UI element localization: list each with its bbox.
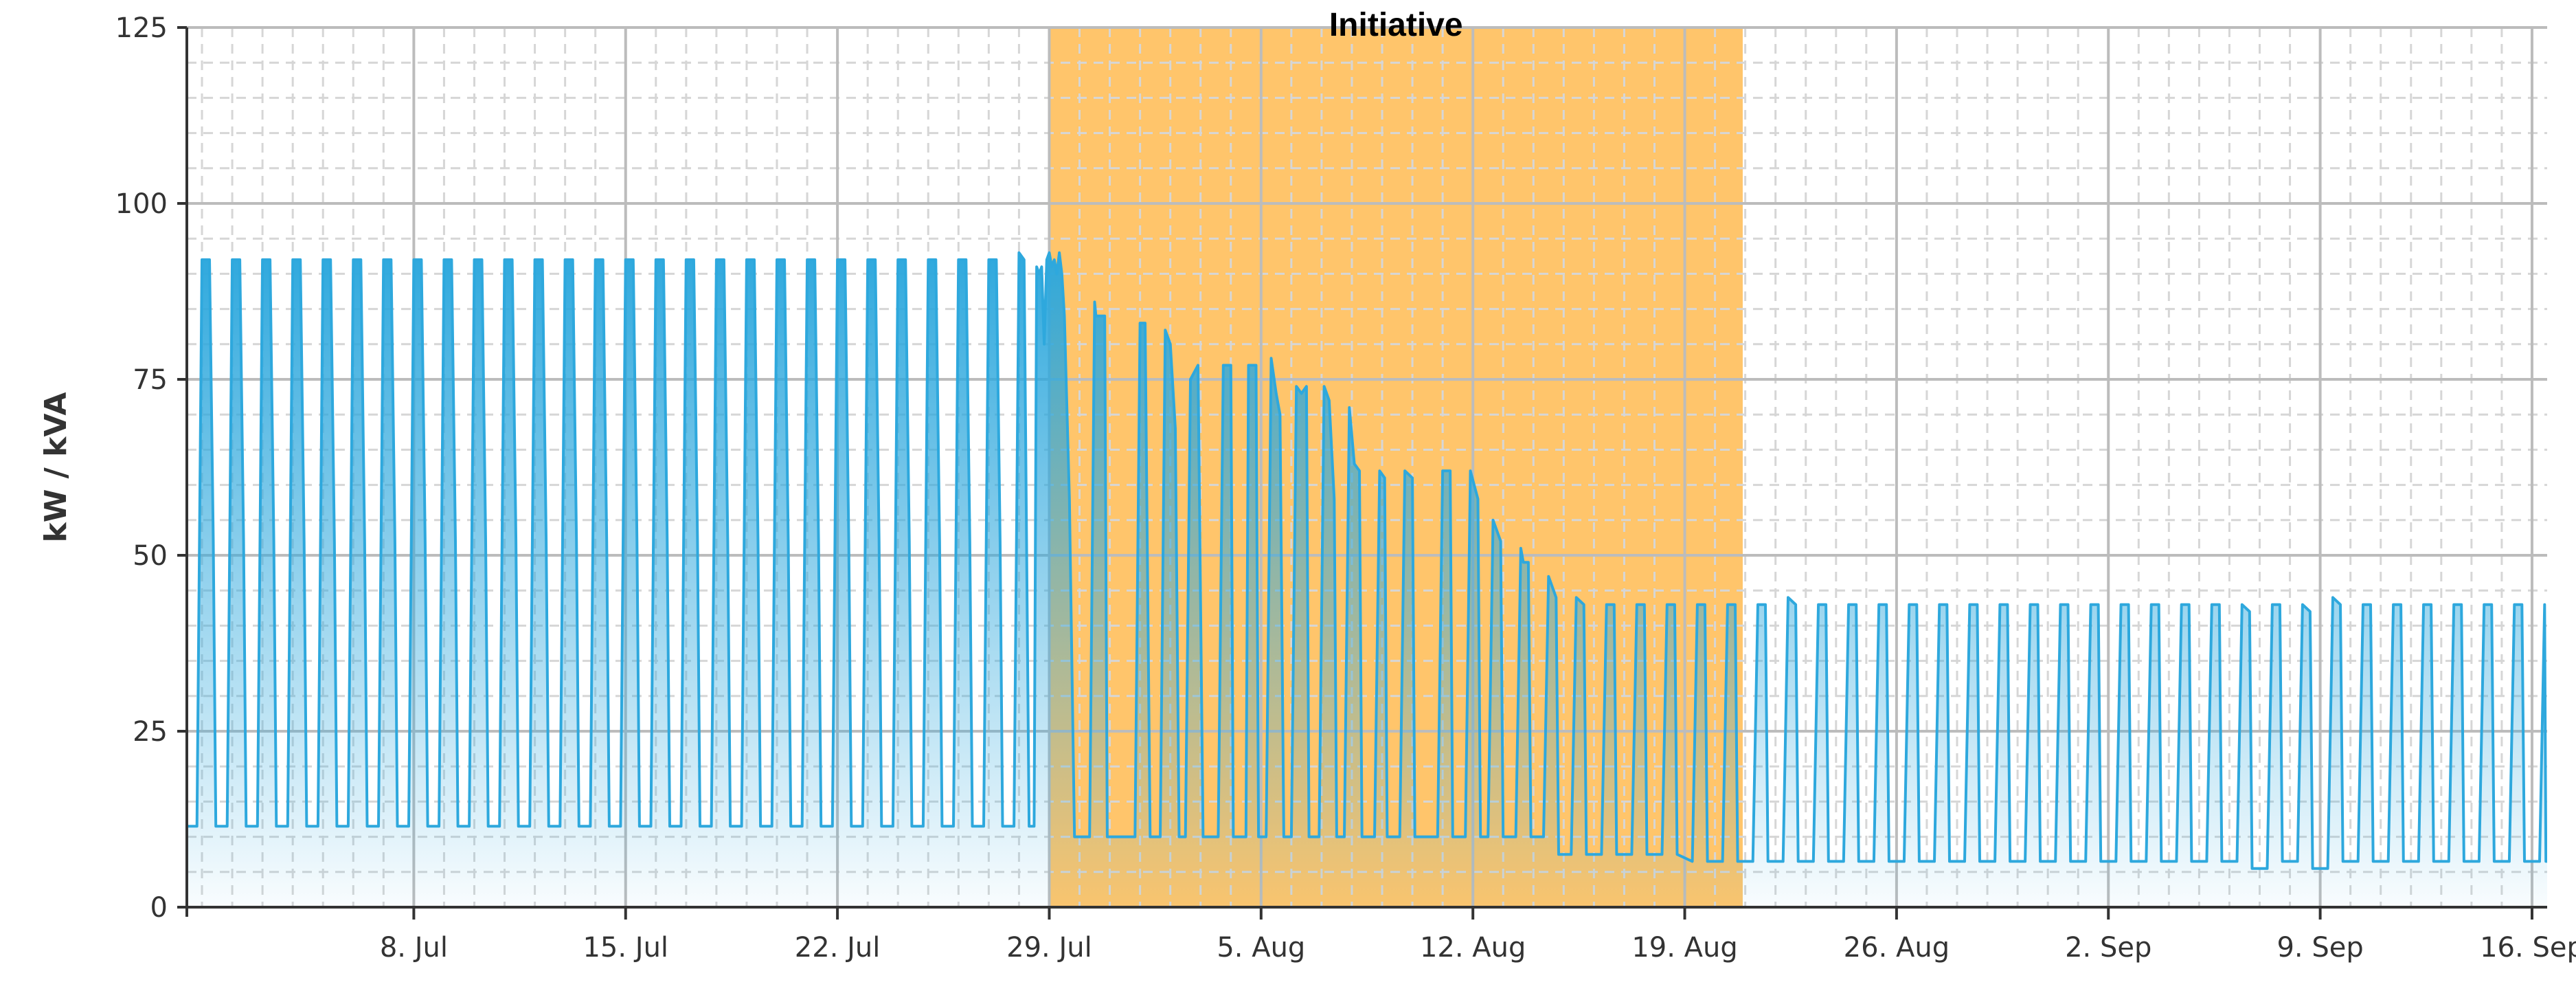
x-tick-label: 5. Aug [1217,932,1305,964]
y-tick-label: 75 [133,364,168,396]
x-tick-label: 9. Sep [2276,932,2363,964]
band-label: Initiative [1329,7,1463,43]
x-tick-label: 16. Sep [2480,932,2576,964]
x-tick-label: 15. Jul [583,932,668,964]
x-tick-label: 2. Sep [2065,932,2151,964]
series-area [187,252,2547,907]
x-tick-label: 22. Jul [795,932,881,964]
x-tick-label: 8. Jul [380,932,448,964]
y-tick-label: 25 [133,716,168,748]
y-tick-label: 50 [133,540,168,572]
x-tick-label: 12. Aug [1420,932,1526,964]
x-tick-label: 26. Aug [1844,932,1950,964]
series-line [187,251,2547,870]
y-axis-title: kW / kVA [38,392,74,543]
y-tick-label: 125 [115,12,168,44]
x-tick-label: 19. Aug [1631,932,1737,964]
x-tick-label: 29. Jul [1006,932,1092,964]
y-tick-label: 100 [115,188,168,220]
y-tick-label: 0 [150,892,168,924]
